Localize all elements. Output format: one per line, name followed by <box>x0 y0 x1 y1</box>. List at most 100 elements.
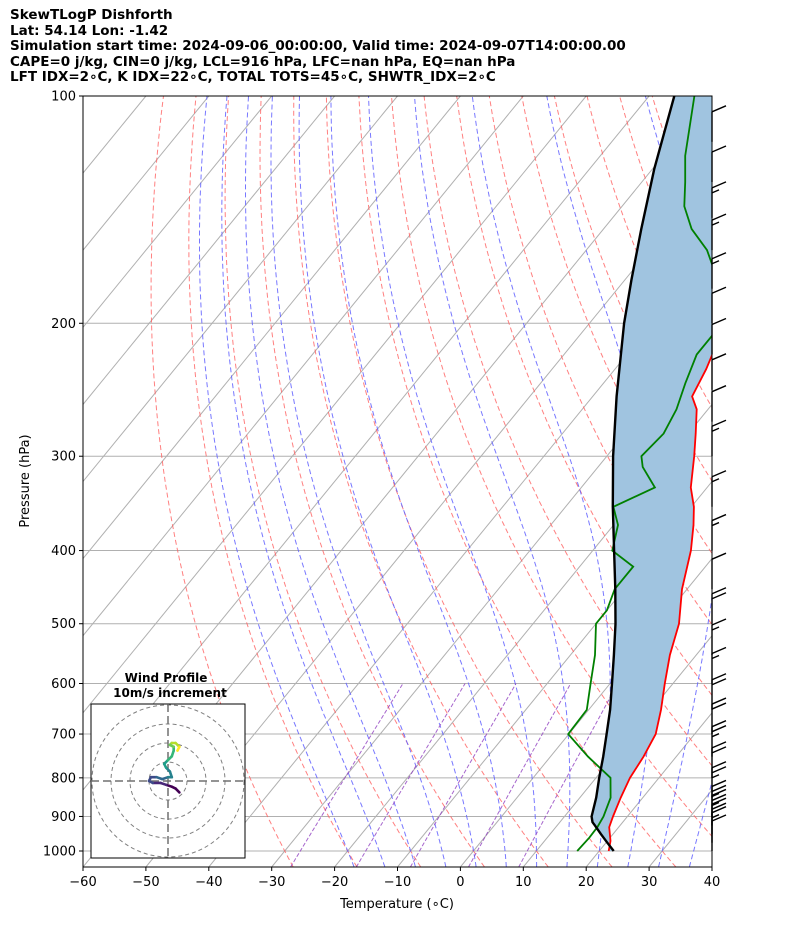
hodograph-subtitle: 10m/s increment <box>113 686 227 700</box>
mixing-ratio-line <box>355 683 466 867</box>
x-tick-label: 10 <box>515 875 532 890</box>
isotherm <box>397 480 712 867</box>
wind-barb <box>711 317 727 355</box>
y-tick-label: 400 <box>51 544 76 559</box>
isotherm <box>83 96 210 251</box>
dry-adiabat <box>293 96 549 867</box>
dry-adiabat <box>783 96 794 867</box>
hodograph <box>90 703 246 859</box>
isotherm <box>83 96 273 329</box>
isotherm <box>83 96 335 406</box>
axes: −60 −50 −40 −30 −20 −10 0 10 20 30 40 1000 900 800 700… <box>43 90 720 891</box>
plot-area <box>83 96 794 867</box>
isotherm <box>334 403 712 867</box>
isotherm <box>83 96 398 483</box>
isotherm <box>460 557 712 867</box>
mixing-ratio-line <box>468 683 572 867</box>
moist-adiabat <box>471 96 611 867</box>
y-tick-label: 100 <box>51 90 76 105</box>
mixing-ratio-line <box>290 683 404 867</box>
x-axis-label: Temperature (∘C) <box>339 897 454 912</box>
moist-adiabat <box>221 96 386 867</box>
x-tick-label: −60 <box>69 875 96 890</box>
wind-barb <box>711 673 727 710</box>
y-tick-label: 1000 <box>43 845 76 860</box>
x-tick-label: −40 <box>195 875 222 890</box>
x-tick-label: 20 <box>578 875 595 890</box>
wind-barb <box>711 513 727 551</box>
dry-adiabat <box>188 96 358 867</box>
moist-adiabat <box>270 96 447 867</box>
indices-text: LFT IDX=2∘C, K IDX=22∘C, TOTAL TOTS=45∘C… <box>10 69 496 85</box>
moist-adiabat <box>720 96 794 867</box>
y-tick-label: 500 <box>51 617 76 632</box>
dry-adiabat <box>150 96 294 867</box>
isotherm <box>208 249 712 867</box>
wind-barb <box>711 646 727 684</box>
x-tick-label: −20 <box>321 875 348 890</box>
moist-adiabat <box>330 96 507 867</box>
wind-barb <box>711 105 727 142</box>
wind-barb <box>711 385 727 422</box>
hodograph-title: Wind Profile <box>125 671 208 685</box>
dry-adiabat <box>224 96 422 867</box>
hodograph-segment <box>176 745 181 752</box>
cin-shading <box>591 96 712 851</box>
wind-barb <box>711 587 727 624</box>
moist-adiabat <box>298 96 477 867</box>
wind-barb <box>711 181 727 218</box>
x-tick-label: 0 <box>456 875 464 890</box>
moist-adiabat <box>644 96 712 867</box>
dry-adiabat <box>750 96 794 867</box>
moist-adiabat <box>245 96 416 867</box>
wind-barb <box>711 286 727 324</box>
isotherm <box>83 96 524 637</box>
wind-barb <box>711 145 727 183</box>
dry-adiabat <box>391 96 712 838</box>
y-tick-label: 700 <box>51 728 76 743</box>
y-tick-label: 600 <box>51 677 76 692</box>
chart-header: SkewTLogP Dishforth Lat: 54.14 Lon: -1.4… <box>10 7 626 86</box>
dry-adiabat <box>259 96 485 867</box>
cape-text: CAPE=0 j/kg, CIN=0 j/kg, LCL=916 hPa, LF… <box>10 53 516 70</box>
isotherm <box>585 712 712 867</box>
parcel-path-line <box>590 96 676 852</box>
x-tick-label: −10 <box>384 875 411 890</box>
moist-adiabat <box>199 96 355 867</box>
isotherm <box>83 96 84 97</box>
wind-barb <box>711 470 727 507</box>
y-axis-label: Pressure (hPa) <box>18 434 33 527</box>
wind-barb <box>711 814 727 852</box>
x-tick-label: 30 <box>641 875 658 890</box>
dry-adiabat <box>488 96 712 626</box>
time-text: Simulation start time: 2024-09-06_00:00:… <box>10 38 626 54</box>
isotherm <box>271 326 712 867</box>
x-tick-label: 40 <box>704 875 721 890</box>
location-text: Lat: 54.14 Lon: -1.42 <box>10 22 169 39</box>
y-tick-label: 900 <box>51 810 76 825</box>
temperature-line <box>607 352 712 852</box>
x-tick-label: −30 <box>258 875 285 890</box>
mixing-ratio-line <box>518 683 619 867</box>
isotherm <box>83 96 461 560</box>
dry-adiabat <box>717 96 794 867</box>
dry-adiabat <box>325 96 613 867</box>
mixing-ratio-line <box>409 683 517 867</box>
wind-barb <box>711 252 727 289</box>
moist-adiabat <box>414 96 571 867</box>
wind-barb <box>711 353 727 390</box>
x-tick-label: −50 <box>132 875 159 890</box>
isotherm <box>711 866 712 867</box>
wind-barb <box>711 618 727 655</box>
wind-barbs <box>711 105 727 852</box>
y-tick-label: 800 <box>51 771 76 786</box>
wind-barb <box>711 552 727 590</box>
isotherm <box>83 96 587 714</box>
wind-barb <box>711 419 727 457</box>
wind-barb <box>711 806 727 843</box>
y-tick-label: 300 <box>51 450 76 465</box>
chart-title: SkewTLogP Dishforth <box>10 7 173 23</box>
y-tick-label: 200 <box>51 317 76 332</box>
dewpoint-line <box>567 96 712 852</box>
